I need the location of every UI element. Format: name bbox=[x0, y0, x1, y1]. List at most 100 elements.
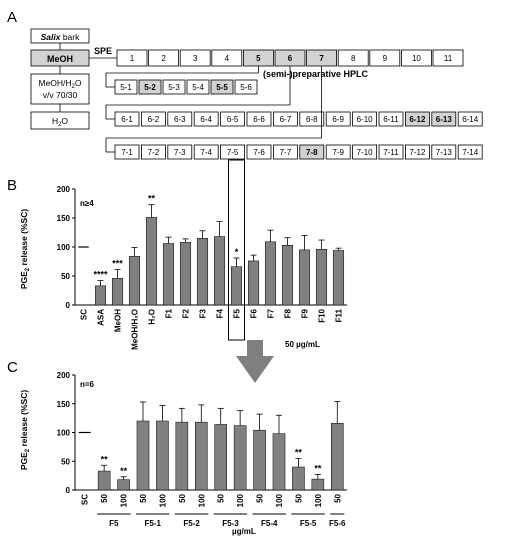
subfraction-6-label: 6-4 bbox=[200, 115, 212, 124]
bar bbox=[162, 243, 175, 306]
label-meoh-water-2: v/v 70/30 bbox=[43, 90, 78, 100]
chart-b-footnote: 50 µg/mL bbox=[285, 340, 320, 349]
label-water: H2O bbox=[52, 116, 68, 128]
bar bbox=[136, 420, 150, 491]
subfraction-5-box bbox=[210, 79, 234, 95]
subfraction-7-label: 7-11 bbox=[383, 148, 399, 157]
down-arrow bbox=[236, 340, 274, 383]
fraction-label: 11 bbox=[444, 54, 453, 63]
subfraction-6-label: 6-11 bbox=[383, 115, 399, 124]
subfraction-6-box bbox=[140, 111, 166, 127]
x-tick-label: 100 bbox=[120, 493, 129, 507]
spe-label: SPE bbox=[94, 46, 112, 56]
significance-marker: * bbox=[235, 247, 239, 257]
subfraction-6-label: 6-1 bbox=[121, 115, 133, 124]
subfraction-6-box bbox=[167, 111, 193, 127]
box-meoh-water bbox=[30, 73, 90, 105]
x-tick-label: F2 bbox=[182, 308, 191, 318]
x-tick-label: 50 bbox=[139, 493, 148, 502]
bar bbox=[272, 433, 286, 491]
bar bbox=[175, 421, 189, 491]
subfraction-7-label: 7-9 bbox=[332, 148, 344, 157]
bar bbox=[315, 249, 328, 306]
y-tick-label: 150 bbox=[57, 400, 71, 409]
panel-b-letter: B bbox=[7, 177, 17, 194]
y-tick-label: 100 bbox=[57, 429, 71, 438]
label-meoh: MeOH bbox=[47, 54, 73, 64]
subfraction-7-label: 7-4 bbox=[200, 148, 212, 157]
fraction-row: 1 2 3 4 5 6 7 8 9 10 11 bbox=[116, 49, 464, 67]
subfraction-7-box bbox=[220, 144, 246, 160]
group-label: F5-3 bbox=[222, 519, 239, 528]
down-arrow-head bbox=[236, 356, 274, 383]
bar bbox=[230, 266, 243, 306]
subfraction-7-box bbox=[167, 144, 193, 160]
subfraction-5-box bbox=[234, 79, 258, 95]
subfraction-7-label: 7-12 bbox=[409, 148, 426, 157]
x-tick-label: F5 bbox=[233, 308, 242, 318]
subfraction-7-box bbox=[140, 144, 166, 160]
bar bbox=[264, 241, 277, 306]
fraction-box bbox=[211, 49, 243, 67]
subfraction-6-box bbox=[325, 111, 351, 127]
fraction-brackets bbox=[105, 66, 323, 153]
group-label: F5-2 bbox=[183, 519, 200, 528]
bar bbox=[179, 242, 192, 306]
subfraction-7-label: 7-14 bbox=[462, 148, 479, 157]
x-tick-label: 100 bbox=[197, 493, 206, 507]
subfraction-7-box bbox=[352, 144, 378, 160]
bar bbox=[128, 256, 141, 306]
subfraction-6-box bbox=[352, 111, 378, 127]
chart-b-ylabel: PGE2 release (%SC) bbox=[19, 209, 31, 290]
y-tick-label: 0 bbox=[66, 301, 71, 310]
subfraction-7-label: 7-6 bbox=[253, 148, 265, 157]
chart-c-annotation: n=6 bbox=[80, 380, 95, 389]
bar bbox=[213, 236, 226, 306]
chart-c: PGE2 release (%SC) n=6 µg/mL 0 50 100 150 20… bbox=[19, 371, 347, 536]
subfraction-6-label: 6-5 bbox=[227, 115, 239, 124]
significance-marker: ** bbox=[314, 463, 322, 473]
group-label: F5-4 bbox=[261, 519, 278, 528]
fraction-label: 8 bbox=[351, 54, 356, 63]
bar bbox=[298, 249, 311, 306]
fraction-label: 9 bbox=[383, 54, 388, 63]
subfraction-6-box bbox=[299, 111, 325, 127]
x-tick-label: 100 bbox=[236, 493, 245, 507]
subfraction-7-label: 7-5 bbox=[227, 148, 239, 157]
subfraction-5-label: 5-3 bbox=[168, 83, 180, 92]
significance-marker: *** bbox=[112, 259, 123, 269]
fraction-label: 5 bbox=[256, 54, 261, 63]
panel-c-letter: C bbox=[7, 359, 18, 376]
subfraction-6-label: 6-7 bbox=[280, 115, 292, 124]
subfraction-7-box bbox=[457, 144, 483, 160]
subfraction-5-label: 5-5 bbox=[216, 83, 228, 92]
fraction-box bbox=[400, 49, 432, 67]
y-tick-label: 150 bbox=[57, 214, 71, 223]
subfraction-6-box bbox=[193, 111, 219, 127]
x-tick-label: MeOH bbox=[114, 309, 123, 332]
bar bbox=[332, 250, 345, 306]
bar bbox=[111, 278, 124, 306]
bar bbox=[117, 479, 130, 491]
bar bbox=[156, 420, 169, 491]
subfraction-6-box bbox=[246, 111, 272, 127]
subfraction-7-label: 7-13 bbox=[436, 148, 453, 157]
y-tick-label: 200 bbox=[57, 185, 71, 194]
fraction-box bbox=[179, 49, 211, 67]
subfraction-6-label: 6-6 bbox=[253, 115, 265, 124]
hplc-label: (semi-)preparative HPLC bbox=[263, 69, 369, 79]
subfraction-5-box bbox=[186, 79, 210, 95]
subfraction-5-label: 5-2 bbox=[144, 83, 156, 92]
fraction-label: 1 bbox=[130, 54, 135, 63]
significance-marker: **** bbox=[93, 270, 108, 280]
bar bbox=[195, 421, 208, 491]
bar bbox=[311, 478, 325, 491]
subfraction-6-label: 6-10 bbox=[357, 115, 374, 124]
subfraction-7-box bbox=[404, 144, 430, 160]
label-meoh-water-1: MeOH/H2O bbox=[38, 78, 81, 90]
x-tick-label: 50 bbox=[178, 493, 187, 502]
subfraction-7-label: 7-1 bbox=[121, 148, 133, 157]
fraction-box bbox=[369, 49, 401, 67]
x-tick-label: ASA bbox=[97, 309, 106, 326]
